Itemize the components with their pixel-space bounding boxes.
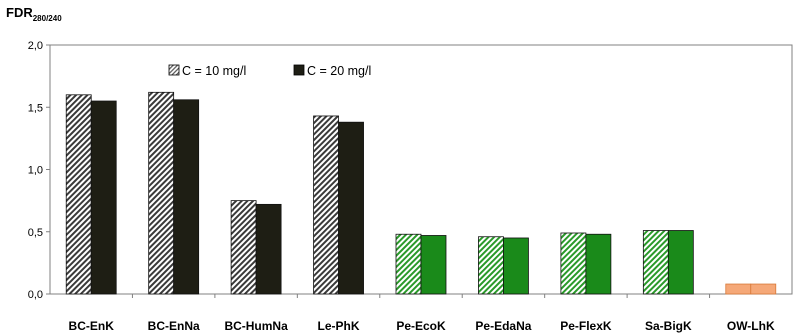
- bar-le-phk-series-2: [338, 121, 364, 295]
- bar-le-phk-series-1: [313, 115, 339, 295]
- x-tick-label-pe-edana: Pe-EdaNa: [475, 319, 531, 333]
- y-axis-title-subscript: 280/240: [33, 14, 62, 23]
- x-tick-label-pe-flexk: Pe-FlexK: [560, 319, 612, 333]
- plot-area: 0,0 0,5 1,0 1,5 2,0 BC-EnK BC-EnNa BC-HumNa Le-P…: [28, 40, 793, 333]
- x-tick-label-sa-bigk: Sa-BigK: [645, 319, 692, 333]
- bar-sa-bigk-series-1: [642, 230, 669, 295]
- bar-bc-enk-series-1: [65, 94, 92, 295]
- bar-sa-bigk-series-2: [667, 230, 694, 295]
- bar-pe-flexk-series-2: [585, 233, 612, 295]
- x-tick-label-bc-enk: BC-EnK: [69, 319, 115, 333]
- x-tick-label-ow-lhk: OW-LhK: [727, 319, 775, 333]
- bar-pe-edana-series-1: [478, 236, 504, 295]
- bar-bc-enna-series-2: [173, 99, 200, 295]
- bar-bc-enk-series-2: [90, 100, 117, 295]
- legend-swatch-20: [293, 64, 305, 76]
- bar-ow-lhk-series-2: [750, 283, 777, 295]
- y-tick-label: 1,0: [28, 165, 43, 177]
- bar-bc-enna-series-1: [148, 91, 175, 295]
- y-axis-title-main: FDR: [6, 5, 33, 20]
- bar-bc-humna-series-1: [230, 200, 257, 295]
- bar-pe-ecok-series-2: [420, 235, 447, 295]
- bar-pe-ecok-series-1: [395, 233, 422, 295]
- x-tick-label-bc-enna: BC-EnNa: [148, 319, 200, 333]
- legend-label-20: C = 20 mg/l: [307, 64, 371, 78]
- legend: C = 10 mg/l C = 20 mg/l: [168, 64, 371, 78]
- bar-pe-flexk-series-1: [560, 232, 587, 295]
- x-tick-label-le-phk: Le-PhK: [318, 319, 360, 333]
- bar-ow-lhk-series-1: [725, 283, 752, 295]
- x-tick-label-pe-ecok: Pe-EcoK: [396, 319, 446, 333]
- x-tick-label-bc-humna: BC-HumNa: [224, 319, 288, 333]
- bar-bc-humna-series-2: [255, 203, 282, 295]
- y-tick-label: 1,5: [28, 102, 43, 114]
- y-tick-label: 2,0: [28, 40, 43, 52]
- svg-text:FDR280/240: FDR280/240: [6, 5, 62, 23]
- y-axis-title: FDR280/240: [6, 5, 62, 23]
- bar-pe-edana-series-2: [503, 237, 529, 295]
- legend-label-10: C = 10 mg/l: [182, 64, 246, 78]
- legend-swatch-10: [168, 64, 180, 76]
- y-tick-label: 0,0: [28, 289, 43, 301]
- y-tick-label: 0,5: [28, 227, 43, 239]
